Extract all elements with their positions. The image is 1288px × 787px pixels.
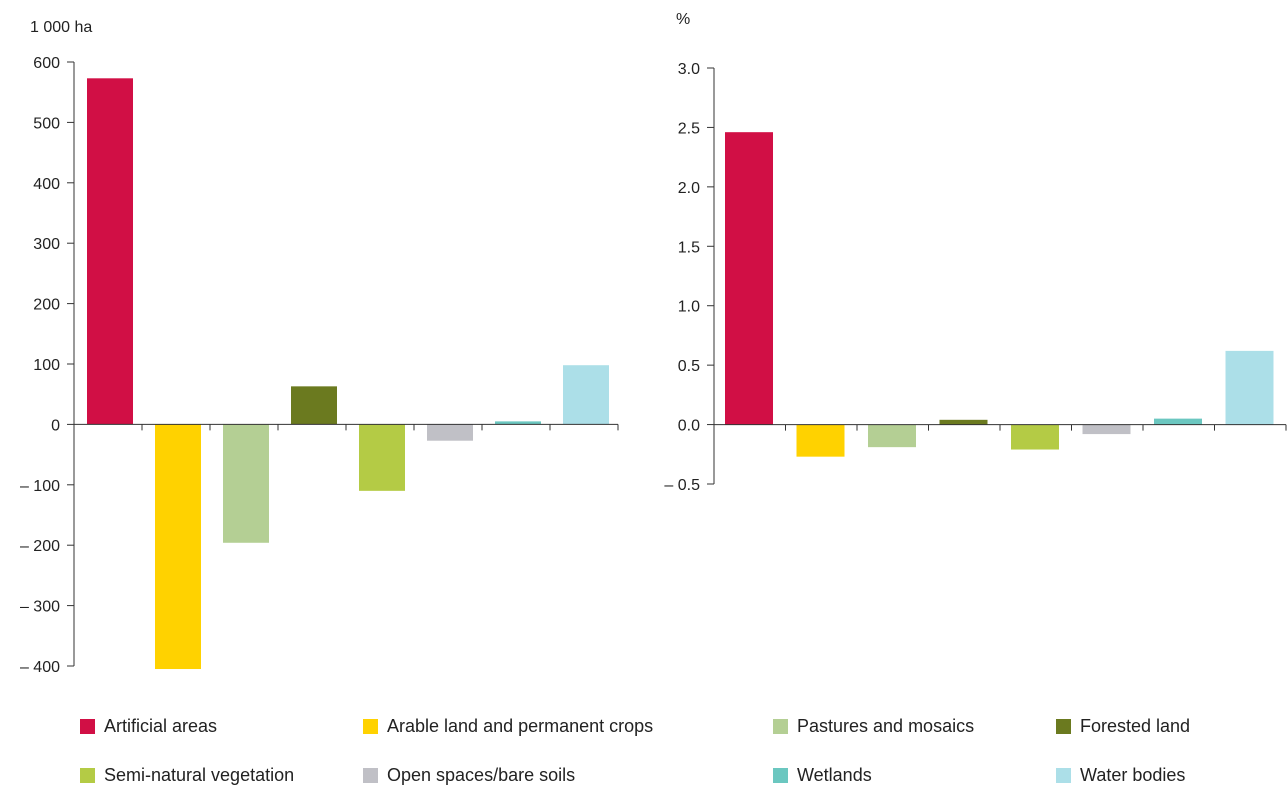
legend-item-semi-natural: Semi-natural vegetation [80, 765, 294, 786]
legend-swatch [1056, 719, 1071, 734]
legend-swatch [773, 719, 788, 734]
y-axis-title: % [676, 11, 690, 28]
legend-label: Water bodies [1080, 765, 1186, 785]
legend-swatch [773, 768, 788, 783]
bar-7 [1154, 418, 1202, 425]
bar-3 [223, 424, 269, 543]
y-tick-label: 300 [33, 236, 60, 253]
y-tick-label: 1.5 [678, 239, 700, 256]
y-tick-label: 1.0 [678, 299, 700, 316]
bar-1 [725, 132, 773, 425]
legend-item-arable-land: Arable land and permanent crops [363, 716, 653, 737]
bar-6 [1082, 424, 1131, 435]
legend-label: Pastures and mosaics [797, 716, 975, 736]
y-tick-label: 500 [33, 115, 60, 132]
legend-label: Wetlands [797, 765, 872, 785]
y-tick-label: – 200 [20, 538, 60, 555]
legend-item-pastures: Pastures and mosaics [773, 716, 974, 737]
y-tick-label: 600 [33, 55, 60, 72]
charts-canvas: 1 000 ha 600 500 400 300 200 100 0 – 100 – 200 – 3… [20, 11, 1287, 676]
bar-4 [291, 386, 337, 425]
y-tick-label: – 300 [20, 599, 60, 616]
legend-item-water-bodies: Water bodies [1056, 765, 1185, 786]
y-tick-label: 0 [51, 417, 60, 434]
y-tick-label: 2.0 [678, 180, 700, 197]
legend-swatch [80, 768, 95, 783]
bar-2 [155, 424, 201, 670]
legend-label: Arable land and permanent crops [387, 716, 654, 736]
legend-label: Forested land [1080, 716, 1191, 736]
legend-label: Semi-natural vegetation [104, 765, 295, 785]
legend-item-forested-land: Forested land [1056, 716, 1190, 737]
legend-item-open-spaces: Open spaces/bare soils [363, 765, 575, 786]
y-tick-label: – 400 [20, 659, 60, 676]
bar-4 [939, 419, 988, 425]
bar-7 [495, 421, 541, 425]
y-tick-label: 100 [33, 357, 60, 374]
bar-5 [359, 424, 405, 491]
legend-swatch [80, 719, 95, 734]
legend-swatch [363, 719, 378, 734]
legend-label: Artificial areas [104, 716, 218, 736]
bar-5 [1011, 424, 1059, 450]
y-tick-label: 0.5 [678, 358, 700, 375]
legend-swatch [1056, 768, 1071, 783]
y-tick-label: 400 [33, 176, 60, 193]
legend-item-wetlands: Wetlands [773, 765, 872, 786]
left-bar-chart: 1 000 ha 600 500 400 300 200 100 0 – 100 – 200 – 3… [20, 19, 619, 676]
bar-8 [563, 365, 609, 425]
y-tick-label: – 100 [20, 478, 60, 495]
legend-swatch [363, 768, 378, 783]
y-tick-label: 0.0 [678, 418, 700, 435]
bar-8 [1225, 350, 1274, 425]
y-axis-title: 1 000 ha [30, 19, 92, 36]
bar-6 [427, 424, 473, 441]
y-tick-label: 2.5 [678, 120, 700, 137]
y-tick-label: 3.0 [678, 61, 700, 78]
right-bar-chart: % 3.0 2.5 2.0 1.5 1.0 0.5 0.0 – 0.5 [664, 11, 1287, 494]
legend-label: Open spaces/bare soils [387, 765, 576, 785]
y-tick-label: – 0.5 [664, 477, 700, 494]
bar-2 [796, 424, 845, 457]
bar-1 [87, 78, 133, 425]
legend-item-artificial-areas: Artificial areas [80, 716, 217, 737]
bar-3 [868, 424, 916, 448]
y-tick-label: 200 [33, 297, 60, 314]
